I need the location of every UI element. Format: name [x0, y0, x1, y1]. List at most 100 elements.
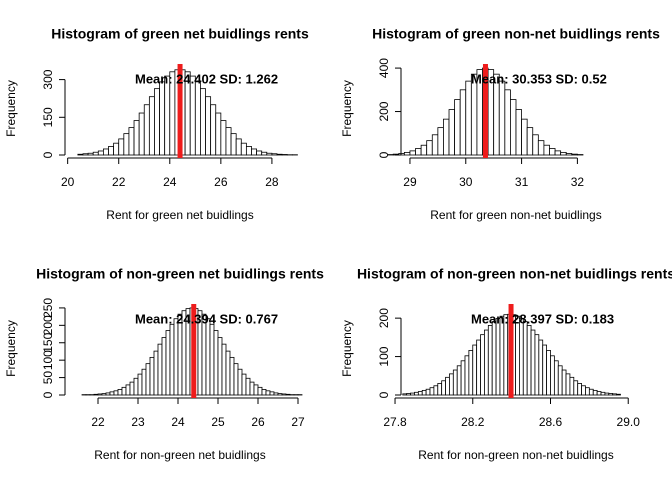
bar	[97, 150, 104, 156]
bar	[257, 386, 263, 396]
bar	[550, 355, 555, 396]
bar	[526, 127, 534, 156]
bar	[149, 356, 155, 396]
annotation: Mean: 24.402 SD: 1.262	[135, 71, 278, 86]
bar	[519, 318, 524, 396]
bar	[596, 391, 602, 396]
bar	[521, 118, 528, 156]
bar	[128, 127, 135, 156]
x-tick-label: 29	[403, 175, 417, 189]
bar	[515, 315, 520, 396]
bar	[476, 339, 481, 396]
bar	[251, 148, 257, 156]
bar	[549, 148, 556, 156]
bar	[472, 344, 478, 396]
bar	[108, 146, 115, 156]
x-axis-label: Rent for non-green net buidlings	[94, 448, 265, 462]
panel: Histogram of non-green non-net buidlings…	[340, 266, 672, 462]
bar	[235, 138, 242, 156]
bar	[209, 323, 215, 396]
bar	[125, 384, 131, 396]
bar	[143, 104, 150, 156]
bar	[265, 390, 271, 396]
bar	[153, 350, 159, 396]
panel: Histogram of green non-net buidlings ren…	[340, 26, 660, 222]
bar	[581, 385, 586, 396]
bar	[256, 150, 263, 156]
bar	[546, 350, 551, 396]
bar	[159, 81, 166, 156]
bar	[109, 391, 115, 396]
bar	[261, 389, 267, 396]
y-tick-label: 0	[41, 391, 55, 398]
bar	[542, 344, 548, 396]
bar	[213, 330, 219, 396]
bar	[241, 373, 247, 396]
x-tick-label: 31	[515, 175, 529, 189]
bar	[225, 350, 231, 396]
annotation: Mean: 24.394 SD: 0.767	[135, 311, 278, 326]
x-tick-label: 22	[112, 175, 126, 189]
x-tick-label: 26	[214, 175, 228, 189]
bar	[215, 112, 222, 156]
bar	[561, 369, 567, 396]
bar	[443, 118, 450, 156]
x-tick-label: 28.6	[539, 415, 563, 429]
bar	[487, 325, 493, 396]
y-axis-label: Frequency	[4, 80, 18, 137]
bar	[600, 391, 606, 396]
x-tick-label: 27	[291, 415, 305, 429]
x-tick-label: 25	[211, 415, 225, 429]
x-tick-label: 28.2	[461, 415, 485, 429]
x-tick-label: 23	[131, 415, 145, 429]
bar	[113, 390, 119, 396]
bar	[233, 363, 239, 396]
bar	[189, 75, 196, 156]
x-axis-label: Rent for green net buidlings	[106, 208, 253, 222]
bar	[205, 318, 211, 396]
bar	[237, 368, 243, 396]
bar	[592, 389, 598, 396]
y-tick-label: 0	[41, 151, 55, 158]
bar	[464, 355, 470, 396]
y-axis-label: Frequency	[4, 320, 18, 377]
bar	[410, 392, 415, 396]
bar	[491, 321, 497, 396]
bar	[121, 386, 127, 396]
y-tick-label: 200	[377, 101, 391, 121]
y-tick-label: 300	[41, 69, 55, 89]
bar	[569, 376, 575, 396]
bar	[253, 384, 259, 396]
bar	[452, 369, 458, 396]
bar	[164, 75, 171, 156]
y-tick-label: 100	[377, 346, 391, 366]
bar	[225, 127, 232, 156]
bar	[484, 329, 489, 396]
x-tick-label: 26	[251, 415, 265, 429]
bar	[221, 343, 227, 396]
bar	[504, 89, 511, 156]
bar	[426, 140, 433, 156]
bar	[137, 373, 143, 396]
bar	[449, 373, 454, 396]
x-tick-label: 24	[171, 415, 185, 429]
bar	[468, 350, 474, 396]
bar	[577, 383, 582, 396]
bar	[217, 337, 223, 396]
bar	[415, 148, 422, 156]
annotation: Mean: 28.397 SD: 0.183	[471, 311, 614, 326]
bar	[82, 153, 89, 156]
bar	[281, 393, 287, 396]
bar	[465, 80, 472, 156]
x-tick-label: 22	[91, 415, 105, 429]
bar	[571, 153, 578, 156]
bar	[77, 153, 84, 156]
x-tick-label: 20	[61, 175, 75, 189]
x-tick-label: 24	[163, 175, 177, 189]
y-tick-label: 150	[41, 332, 55, 352]
bar	[409, 150, 416, 156]
bar	[460, 360, 466, 396]
bar	[480, 334, 485, 396]
chart-title: Histogram of non-green net buidlings ren…	[36, 266, 324, 282]
bar	[148, 96, 155, 156]
